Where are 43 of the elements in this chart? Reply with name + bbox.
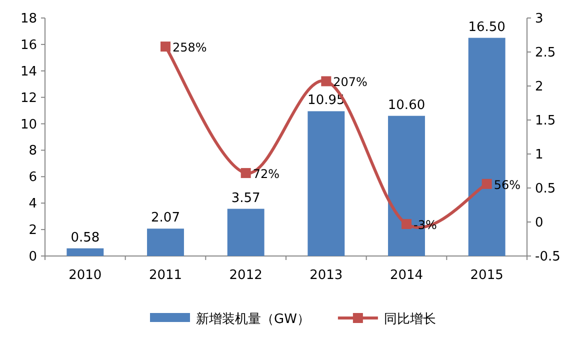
data-label: 3.57 [231,190,260,206]
bar [308,111,345,256]
y2-tick-label: 1.5 [535,114,556,128]
y-tick-label: 14 [20,64,37,80]
x-tick-label: 2013 [310,268,343,283]
y2-tick-label: 0 [535,216,544,230]
x-tick-label: 2012 [229,268,262,283]
bar [227,208,264,256]
data-label: 72% [252,167,280,182]
data-label: 258% [172,40,207,55]
point [321,76,332,86]
y2-tick-label: 2 [535,80,544,94]
y-tick-label: 12 [20,90,37,106]
y2-tick-label: -0.5 [535,250,560,264]
y2-tick-label: 1 [535,148,544,162]
point [240,168,251,178]
legend-label: 新增装机量（GW） [196,312,310,327]
y-tick-label: 10 [20,117,37,132]
y-tick-label: 2 [28,223,37,238]
data-label: 0.58 [70,230,100,246]
point [160,42,170,52]
y-tick-label: 8 [28,144,37,159]
y-tick-label: 16 [20,38,37,53]
point [402,219,412,230]
point [482,178,492,189]
x-tick-label: 2015 [470,268,504,283]
y2-tick-label: 0.5 [535,182,556,196]
y2-tick-label: 2.5 [535,46,556,60]
data-label: 207% [333,75,368,90]
x-tick-label: 2014 [390,268,424,283]
y2-tick-label: 3 [535,12,544,26]
x-tick-label: 2010 [68,268,102,283]
bar [147,228,184,256]
data-label: 16.50 [468,20,506,35]
y-tick-label: 6 [28,170,37,186]
data-label: 2.07 [151,210,180,226]
x-tick-label: 2011 [148,268,182,283]
bar [66,248,104,256]
y-tick-label: 4 [28,196,37,212]
y-tick-label: 18 [20,12,37,26]
legend-label: 同比增长 [384,312,436,327]
data-label: 10.60 [388,98,426,113]
y-tick-label: 0 [28,250,37,264]
